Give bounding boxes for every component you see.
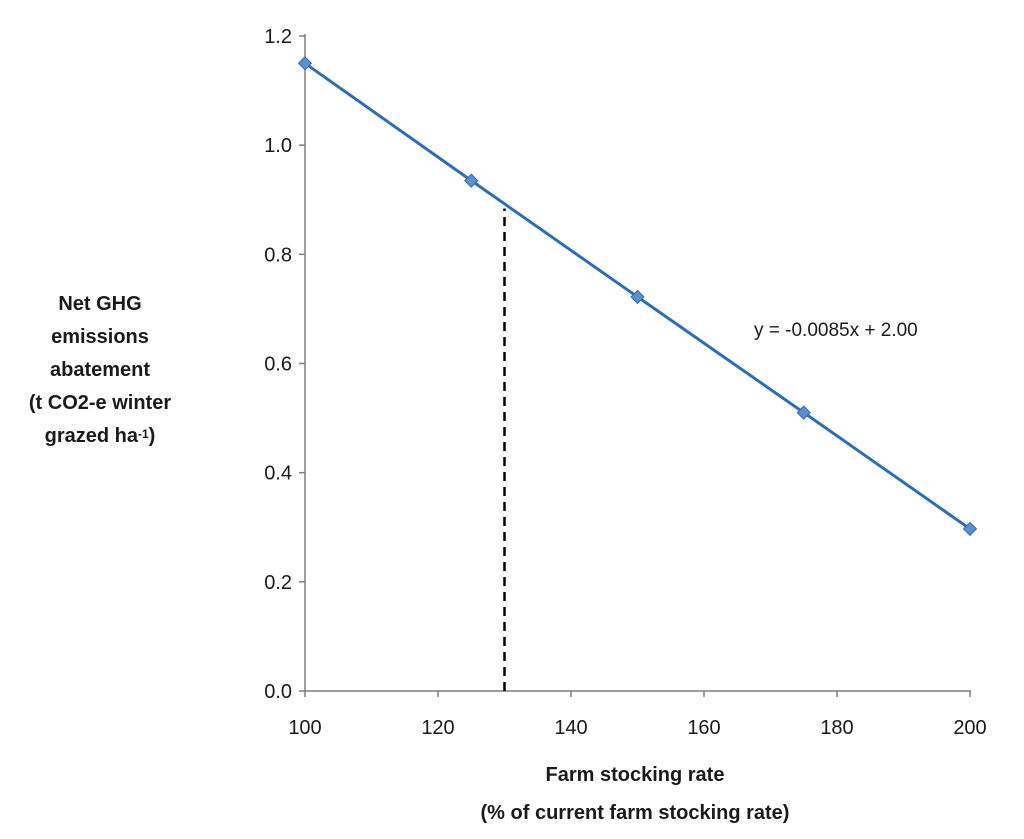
x-tick-label: 120	[421, 717, 454, 739]
y-axis-title-line-3: abatement	[49, 359, 151, 381]
y-axis-title-line-2: emissions	[51, 326, 149, 348]
data-point-marker	[464, 173, 479, 188]
data-point-marker	[962, 521, 978, 537]
y-axis-title-exponent: -1	[138, 427, 149, 441]
y-axis-title-unit: grazed ha	[44, 425, 138, 447]
y-axis-title: Net GHG emissions abatement (t CO2-e win…	[0, 288, 200, 453]
y-tick-label: 1.0	[264, 135, 292, 157]
y-tick-label: 0.0	[264, 681, 292, 703]
y-tick-label: 0.8	[264, 244, 292, 266]
x-tick-label: 180	[820, 717, 853, 739]
y-axis-title-line-5: grazed ha-1)	[0, 420, 200, 453]
x-axis-subtitle: (% of current farm stocking rate)	[480, 802, 790, 824]
trendline-equation: y = -0.0085x + 2.00	[754, 320, 918, 341]
series-group	[297, 56, 978, 537]
x-tick-label: 200	[953, 717, 986, 739]
y-tick-label: 0.2	[264, 572, 292, 594]
y-tick-label: 1.2	[264, 26, 292, 48]
y-tick-label: 0.4	[264, 463, 292, 485]
data-point-marker	[297, 56, 313, 71]
axes: 0.0 0.2 0.4 0.6 0.8 1.0 1.2 100 120 140 160 180 200	[264, 26, 987, 739]
data-point-marker	[630, 289, 645, 305]
x-tick-label: 160	[687, 717, 720, 739]
data-point-marker	[796, 405, 811, 420]
x-tick-label: 100	[288, 717, 321, 739]
y-axis-title-close: )	[148, 425, 156, 447]
x-tick-label: 140	[554, 717, 587, 739]
y-axis-title-line-4: (t CO2-e winter	[28, 392, 172, 414]
x-axis-title: Farm stocking rate	[545, 764, 725, 786]
y-tick-label: 0.6	[264, 354, 292, 376]
y-axis-title-line-1: Net GHG	[58, 293, 142, 315]
